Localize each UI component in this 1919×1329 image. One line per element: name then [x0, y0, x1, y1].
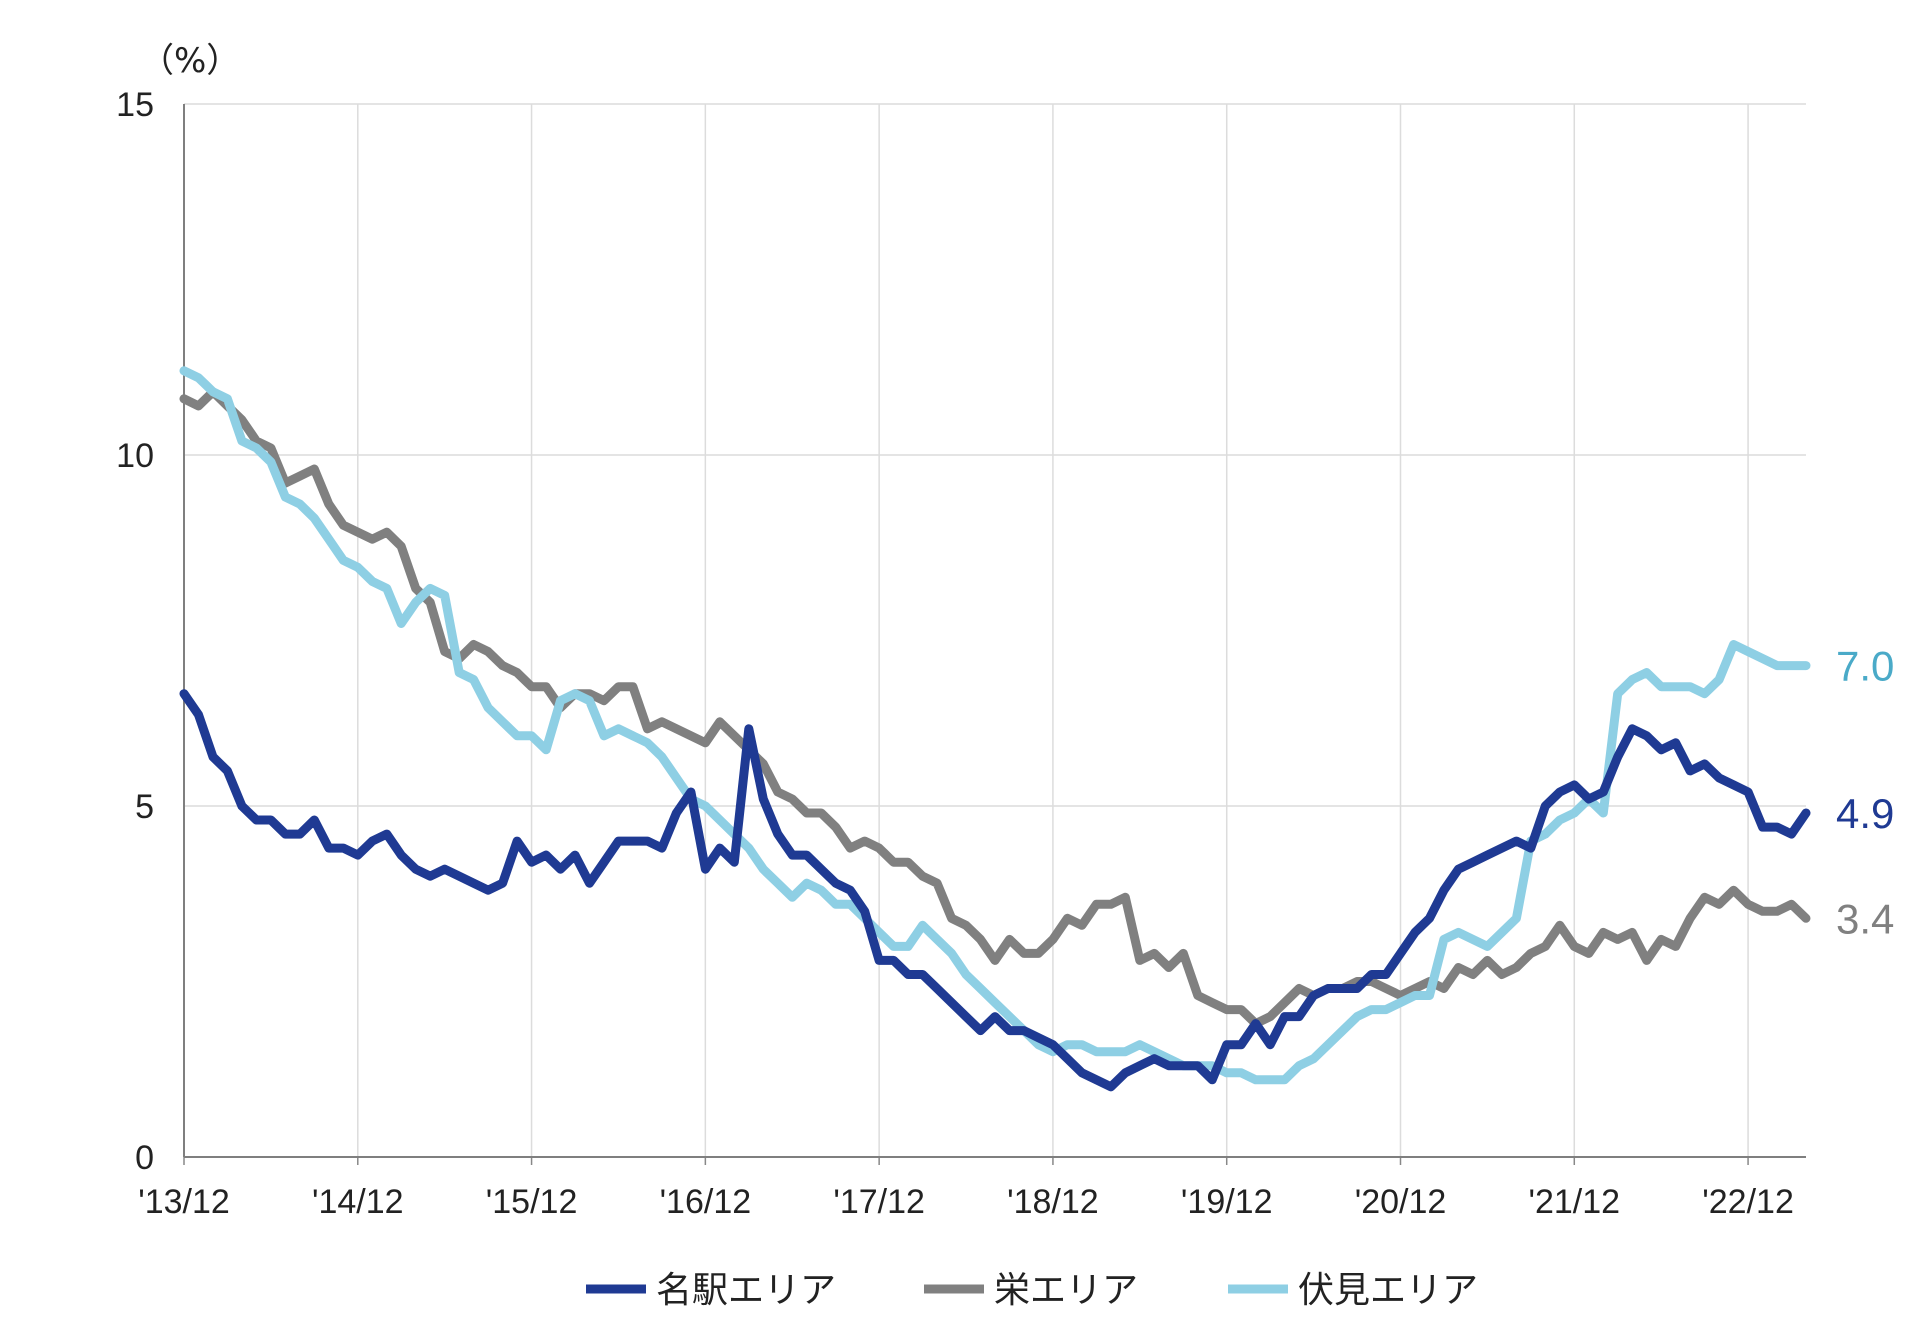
end-value-label-0: 4.9: [1836, 790, 1894, 837]
x-tick-label: '16/12: [660, 1183, 752, 1221]
series-line-0: [179, 689, 1811, 1092]
x-tick-label: '18/12: [1007, 1183, 1099, 1221]
axes: 0 5 10 15 '13/12 '14/12 '15/12 '16/12 '17/12 '18/…: [116, 41, 1806, 1221]
y-axis-unit: （%）: [140, 41, 240, 81]
grid: [184, 103, 1806, 1157]
legend-label-1: 栄エリア: [994, 1270, 1138, 1311]
x-tick-label: '17/12: [833, 1183, 925, 1221]
x-tick-label: '14/12: [312, 1183, 404, 1221]
end-value-label-2: 7.0: [1836, 643, 1894, 690]
x-tick-label: '19/12: [1181, 1183, 1273, 1221]
y-tick-label: 5: [135, 788, 154, 826]
x-tick-label: '13/12: [138, 1183, 230, 1221]
y-tick-label: 15: [116, 86, 154, 124]
x-tick-label: '20/12: [1355, 1183, 1447, 1221]
series-line-1: [179, 387, 1811, 1029]
x-tick-label: '21/12: [1528, 1183, 1620, 1221]
x-tick-label: '15/12: [486, 1183, 578, 1221]
legend-label-0: 名駅エリア: [656, 1270, 836, 1311]
x-tick-label: '22/12: [1702, 1183, 1794, 1221]
legend: 名駅エリア 栄エリア 伏見エリア: [586, 1270, 1478, 1311]
y-tick-label: 0: [135, 1139, 154, 1177]
end-labels: 4.9 3.4 7.0: [1836, 643, 1894, 943]
y-tick-label: 10: [116, 437, 154, 475]
series-line-2: [179, 366, 1811, 1085]
series-lines: [179, 366, 1811, 1092]
end-value-label-1: 3.4: [1836, 895, 1894, 942]
legend-label-2: 伏見エリア: [1298, 1270, 1478, 1311]
